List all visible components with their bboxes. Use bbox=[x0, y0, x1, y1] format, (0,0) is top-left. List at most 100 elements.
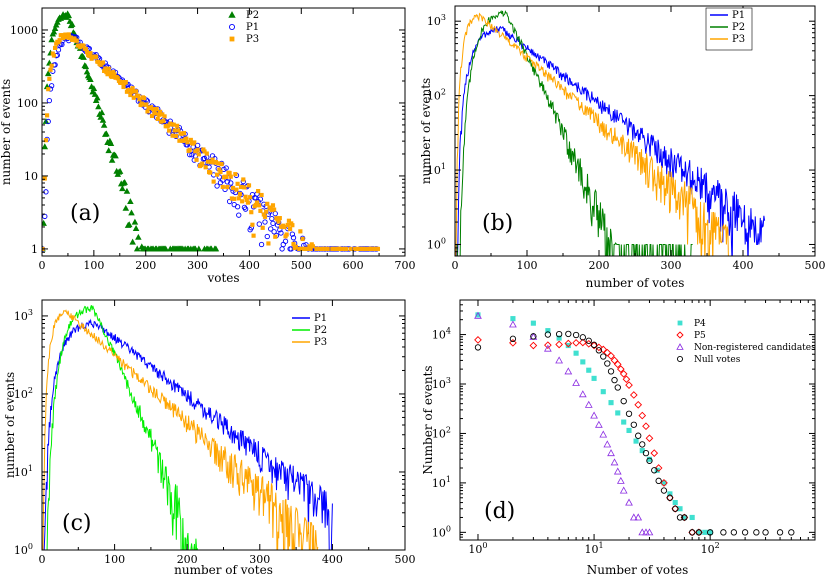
series-p3-point bbox=[144, 102, 149, 107]
series-p4-point bbox=[672, 500, 678, 506]
series-p1-point bbox=[195, 142, 201, 149]
series-p4-point bbox=[707, 529, 713, 535]
series-p3-point bbox=[121, 84, 126, 90]
series-null-votes-point bbox=[666, 494, 674, 501]
series-p4-point bbox=[510, 316, 516, 322]
series-p4-point bbox=[639, 448, 645, 454]
series-p3-point bbox=[227, 170, 232, 176]
y-tick-label: 100 bbox=[432, 524, 451, 539]
series-p5-point bbox=[654, 464, 663, 472]
series-null-votes-point bbox=[572, 331, 580, 339]
series-null-votes-point bbox=[509, 335, 517, 342]
series-p1-point bbox=[236, 212, 242, 218]
x-tick-label: 0 bbox=[39, 259, 46, 272]
series-p3-point bbox=[112, 72, 117, 77]
legend-p2-label: P2 bbox=[314, 325, 327, 336]
series-p3-point bbox=[254, 200, 260, 205]
series-p4-point bbox=[573, 350, 579, 356]
series-p3-point bbox=[100, 60, 106, 65]
x-axis-label: Number of votes bbox=[587, 563, 689, 577]
series-p2-point bbox=[116, 167, 124, 174]
series-null-votes-point bbox=[681, 514, 688, 521]
series-p4-point bbox=[530, 320, 536, 326]
series-p3-point bbox=[81, 43, 86, 48]
series-p3-point bbox=[290, 223, 295, 228]
x-tick-label: 600 bbox=[343, 259, 364, 272]
series-p3-point bbox=[130, 86, 135, 91]
series-p2-point bbox=[65, 12, 73, 19]
legend-p1-label: P1 bbox=[314, 313, 327, 324]
series-p3-point bbox=[214, 172, 220, 177]
series-p3-point bbox=[157, 109, 163, 114]
series-p2-point bbox=[128, 209, 135, 216]
series-p3-point bbox=[361, 246, 366, 252]
x-axis-label: number of votes bbox=[174, 563, 273, 577]
series-p3-point bbox=[340, 246, 345, 252]
series-p3-point bbox=[204, 151, 209, 156]
series-p3-point bbox=[43, 138, 49, 143]
series-p3-point bbox=[94, 54, 99, 59]
series-p3-point bbox=[293, 244, 298, 249]
series-p2-point bbox=[108, 156, 116, 163]
series-p2-point bbox=[127, 198, 134, 205]
series-p3-point bbox=[106, 66, 111, 71]
y-tick-label: 1 bbox=[31, 243, 38, 256]
series-p3-point bbox=[120, 79, 125, 85]
series-p3-point bbox=[159, 119, 164, 124]
series-p5-point bbox=[629, 391, 638, 399]
series-p5-point bbox=[610, 356, 619, 365]
series-p3-point bbox=[155, 116, 160, 122]
series-p3-point bbox=[200, 161, 205, 166]
series-p4-point bbox=[667, 491, 673, 497]
legend-p3-label: P3 bbox=[314, 337, 327, 348]
series-non-registered-candidates-point bbox=[616, 476, 625, 484]
series-p1-point bbox=[262, 219, 268, 225]
series-p3-point bbox=[195, 147, 200, 152]
series-p2-point bbox=[42, 143, 49, 150]
plot-area bbox=[455, 9, 766, 256]
x-tick-label: 700 bbox=[395, 259, 416, 272]
series-null-votes-point bbox=[651, 467, 658, 474]
series-p1-point bbox=[222, 186, 228, 192]
series-p3-point bbox=[103, 66, 108, 71]
series-p3-point bbox=[355, 246, 360, 252]
series-p3-point bbox=[260, 225, 265, 230]
series-null-votes-point bbox=[565, 330, 572, 338]
series-p5-point bbox=[607, 352, 615, 360]
series-p2-point bbox=[44, 70, 52, 77]
series-null-votes-point bbox=[579, 334, 586, 341]
series-non-registered-candidates-point bbox=[634, 513, 643, 521]
series-p3-point bbox=[139, 101, 144, 106]
series-p5-point bbox=[572, 339, 580, 347]
series-non-registered-candidates-point bbox=[645, 528, 654, 536]
series-p3-point bbox=[115, 76, 120, 81]
series-p4-point bbox=[696, 529, 702, 535]
series-p3-point bbox=[244, 197, 249, 202]
series-p3-point bbox=[297, 246, 302, 252]
series-p3-point bbox=[187, 147, 192, 152]
series-p3-point bbox=[141, 96, 147, 101]
series-p1-point bbox=[282, 238, 289, 244]
series-p4-point bbox=[600, 389, 606, 395]
series-p3-point bbox=[306, 246, 311, 252]
series-p4-point bbox=[586, 367, 592, 373]
series-p5-point bbox=[622, 375, 631, 384]
series-p3-point bbox=[318, 246, 323, 252]
series-p3-point bbox=[49, 63, 54, 68]
x-tick-label: 400 bbox=[733, 259, 754, 272]
series-null-votes-point bbox=[646, 457, 653, 464]
series-p3-point bbox=[272, 207, 277, 212]
series-p2-point bbox=[112, 152, 119, 159]
legend-p3-label: P3 bbox=[732, 34, 745, 45]
series-p3-point bbox=[277, 216, 282, 221]
series-p3-point bbox=[375, 246, 381, 252]
series-p4-point bbox=[591, 375, 597, 381]
series-null-votes-point bbox=[614, 384, 621, 391]
x-tick-label: 101 bbox=[585, 541, 604, 556]
series-p2-point bbox=[100, 121, 108, 128]
series-p3-point bbox=[210, 157, 215, 162]
series-p3-point bbox=[180, 138, 185, 143]
y-tick-label: 100 bbox=[17, 97, 38, 110]
series-null-votes-point bbox=[590, 341, 598, 348]
